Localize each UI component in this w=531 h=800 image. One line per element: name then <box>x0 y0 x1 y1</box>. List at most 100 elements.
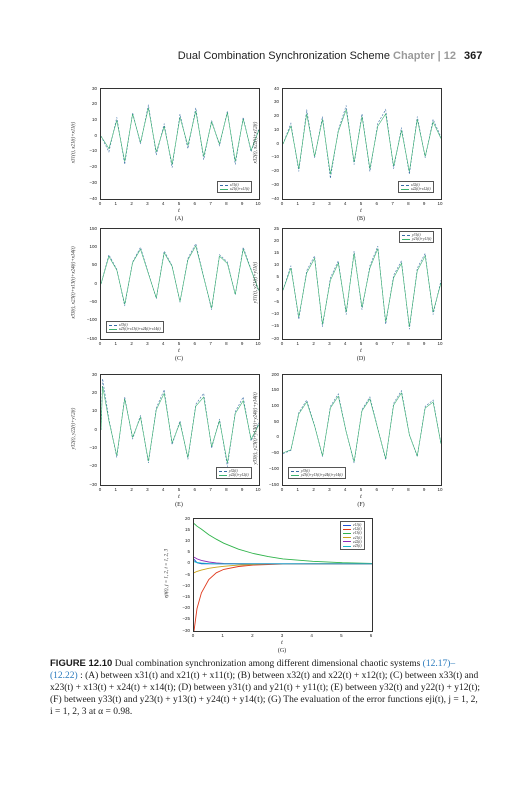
legend-label: y22(t)+y12(t) <box>229 473 249 478</box>
x-tick-label: 6 <box>193 201 197 206</box>
x-tick-label: 0 <box>98 201 102 206</box>
x-tick-label: 4 <box>343 487 347 492</box>
x-tick-label: 10 <box>255 341 261 346</box>
x-tick-label: 5 <box>177 487 181 492</box>
x-tick-label: 0 <box>191 633 195 638</box>
caption-label: FIGURE 12.10 <box>50 658 113 669</box>
y-tick-label: −20 <box>271 168 279 173</box>
y-tick-label: 5 <box>187 549 190 555</box>
x-tick-label: 1 <box>114 487 118 492</box>
legend-swatch <box>291 470 299 472</box>
legend-entry: e22(t) <box>343 540 362 544</box>
x-axis-label: t <box>178 494 180 500</box>
legend-swatch <box>219 474 227 476</box>
legend-entry: x21(t)+x11(t) <box>220 187 249 191</box>
y-tick-label: 50 <box>91 262 97 268</box>
x-tick-label: 3 <box>328 487 331 492</box>
y-tick-label: 30 <box>91 371 97 377</box>
legend-entry: x32(t) <box>401 183 431 187</box>
x-tick-label: 4 <box>343 341 347 346</box>
series-line-3 <box>194 523 372 564</box>
x-tick-label: 10 <box>437 487 443 492</box>
plot-svg <box>283 105 441 179</box>
x-tick-label: 7 <box>209 341 212 346</box>
legend-swatch <box>219 470 227 472</box>
y-tick-label: 100 <box>271 402 279 408</box>
y-tick-label: 10 <box>184 537 190 543</box>
y-tick-label: 20 <box>273 113 279 118</box>
y-tick-label: −50 <box>271 450 279 456</box>
figure-caption: FIGURE 12.10 Dual combination synchroniz… <box>50 658 482 718</box>
caption-equation-ref[interactable]: (12.17)–(12.22) <box>50 659 456 681</box>
x-tick-label: 10 <box>437 201 443 206</box>
y-tick-label: −15 <box>182 593 190 599</box>
legend-label: x22(t)+x12(t) <box>411 187 431 192</box>
x-tick-label: 3 <box>146 341 149 346</box>
x-tick-label: 2 <box>130 201 133 206</box>
x-tick-label: 7 <box>209 201 212 206</box>
y-tick-label: −20 <box>182 605 190 611</box>
x-tick-label: 10 <box>255 487 261 492</box>
plot-area <box>100 88 260 200</box>
legend: y31(t) y21(t)+y11(t) <box>399 231 435 244</box>
y-tick-label: −20 <box>89 164 97 170</box>
series-line-1 <box>101 104 259 168</box>
caption-text-b: : (A) between x31(t) and x21(t) + x11(t)… <box>50 671 481 717</box>
plot-svg <box>101 242 259 310</box>
legend-swatch <box>343 528 351 530</box>
legend-entry: e11(t) <box>343 523 362 527</box>
legend-entry: e21(t) <box>343 536 362 540</box>
y-tick-label: −10 <box>271 154 279 160</box>
x-tick-label: 7 <box>391 201 394 206</box>
legend-entry: e23(t) <box>343 544 362 548</box>
page-number: 367 <box>464 50 483 62</box>
legend-swatch <box>291 474 299 476</box>
x-tick-label: 0 <box>280 487 284 492</box>
y-axis-label: x33(t), x23(t)+x13(t)+x24(t)+x14(t) <box>71 246 77 319</box>
x-tick-label: 4 <box>343 201 347 206</box>
x-tick-label: 5 <box>340 633 343 638</box>
y-tick-label: 40 <box>273 85 279 91</box>
x-tick-label: 8 <box>225 487 228 492</box>
y-tick-label: −100 <box>86 317 97 323</box>
panel-label: (B) <box>357 216 365 222</box>
legend-swatch <box>402 234 410 236</box>
y-tick-label: 25 <box>273 225 279 231</box>
y-tick-label: −150 <box>268 481 279 487</box>
x-tick-label: 8 <box>225 341 228 346</box>
legend-entry: x31(t) <box>220 183 249 187</box>
y-tick-label: −50 <box>89 298 97 304</box>
plot-svg <box>283 245 441 330</box>
legend: x31(t) x21(t)+x11(t) <box>217 181 253 194</box>
legend-label: e12(t) <box>353 527 362 532</box>
x-tick-label: 8 <box>407 487 410 492</box>
panel-label: (F) <box>357 502 365 508</box>
x-tick-label: 3 <box>328 201 331 206</box>
x-tick-label: 2 <box>251 633 254 638</box>
x-tick-label: 6 <box>375 201 379 206</box>
x-axis-label: t <box>178 348 180 354</box>
y-tick-label: −10 <box>182 582 190 588</box>
x-tick-label: 4 <box>161 341 165 346</box>
y-tick-label: −100 <box>268 465 279 471</box>
x-tick-label: 0 <box>98 487 102 492</box>
x-tick-label: 7 <box>391 341 394 346</box>
legend-swatch <box>401 184 409 186</box>
legend-swatch <box>109 324 117 326</box>
legend-label: x33(t) <box>119 323 128 327</box>
running-header: Dual Combination Synchronization Scheme … <box>0 50 483 62</box>
legend-label: e21(t) <box>353 535 362 540</box>
y-tick-label: −40 <box>89 195 97 201</box>
legend-label: e11(t) <box>353 523 362 527</box>
y-tick-label: 0 <box>94 426 97 432</box>
panel-label: (G) <box>277 648 287 654</box>
y-tick-label: −30 <box>271 181 279 187</box>
y-tick-label: −40 <box>271 195 279 201</box>
x-tick-label: 0 <box>280 341 284 346</box>
legend-swatch <box>401 188 409 190</box>
legend-entry: y32(t) <box>219 469 249 473</box>
x-tick-label: 2 <box>312 341 315 346</box>
header-title: Dual Combination Synchronization Scheme <box>177 50 390 62</box>
legend-entry: e12(t) <box>343 527 362 531</box>
legend-swatch <box>343 524 351 526</box>
